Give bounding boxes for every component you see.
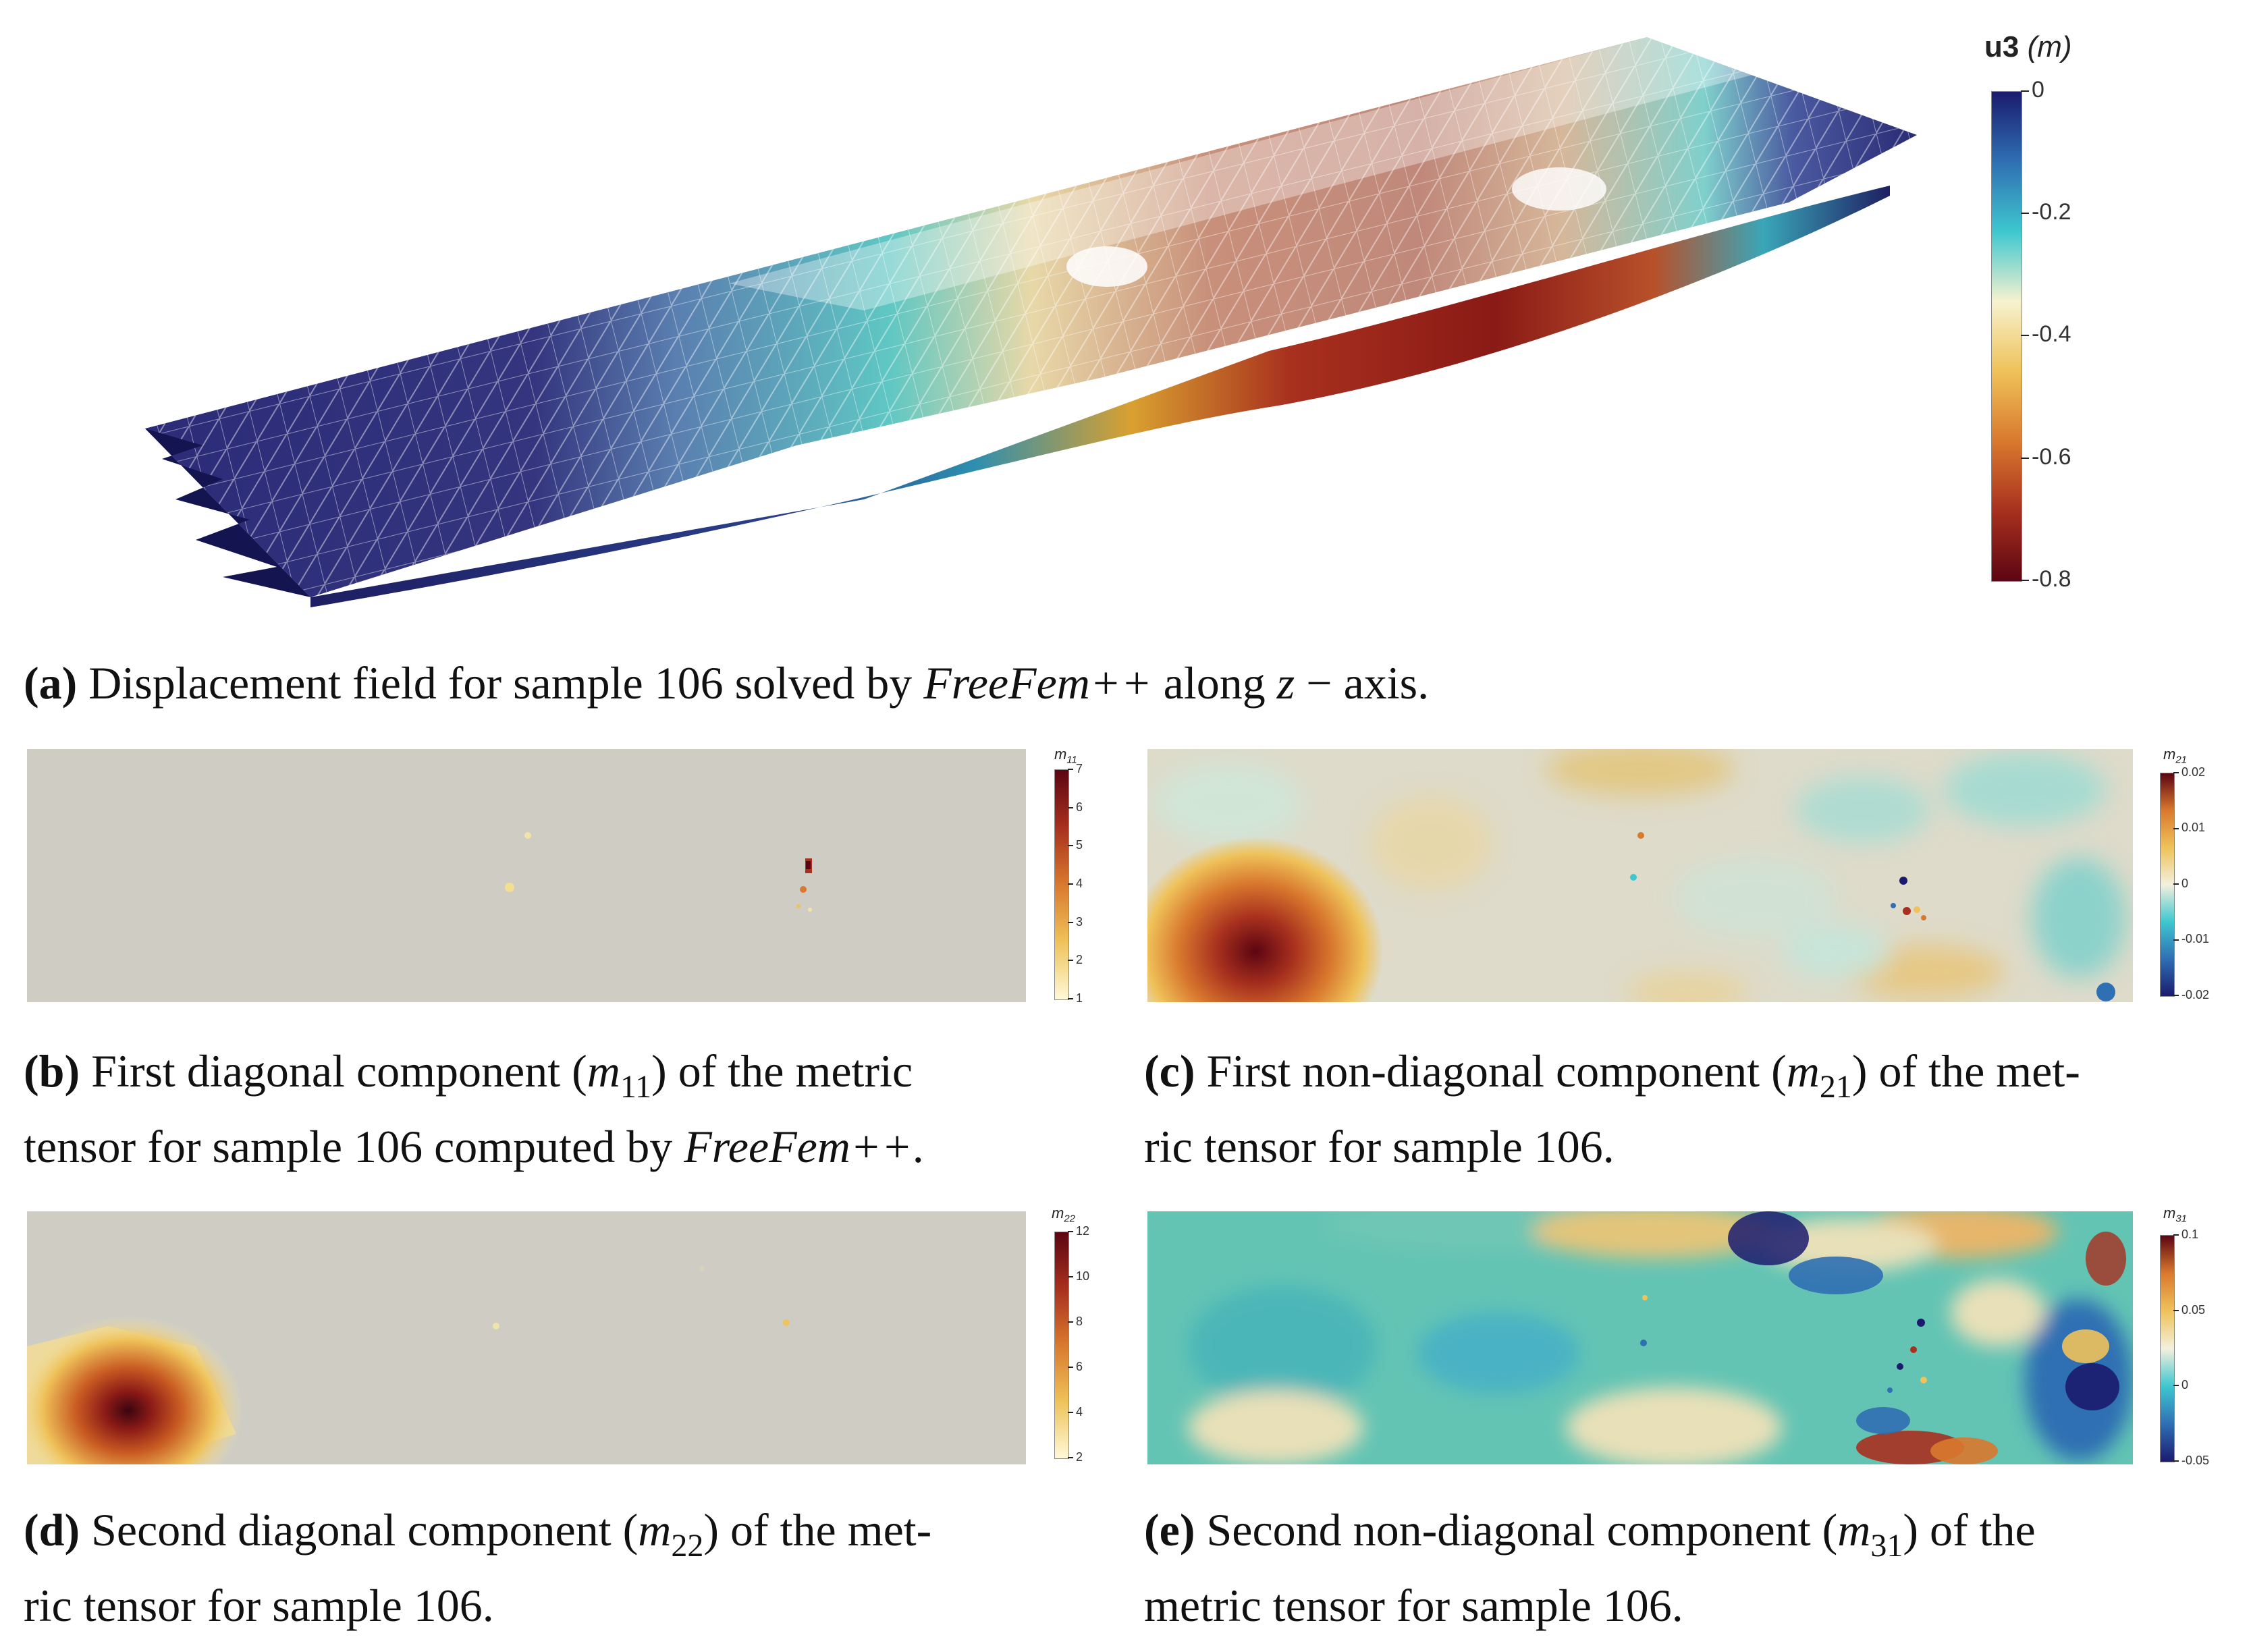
m11-colorbar-title: m11	[1054, 746, 1077, 766]
caption-e: (e) Second non-diagonal component (m31) …	[1144, 1504, 2036, 1631]
colorbar-tick-label: 10	[1068, 1269, 1089, 1284]
m21-colorbar-title: m21	[2163, 746, 2188, 766]
m21-colorbar	[2160, 773, 2175, 997]
colorbar-tick-label: 0.01	[2173, 821, 2205, 835]
colorbar-tick-label: -0.05	[2173, 1454, 2209, 1468]
colorbar-tick-label: 0.1	[2173, 1228, 2198, 1242]
m22-colorbar-title: m22	[1052, 1205, 1076, 1225]
colorbar-tick-label: 7	[1068, 762, 1083, 776]
colorbar-tick-label: 0	[2173, 1378, 2188, 1392]
caption-a: (a) Displacement field for sample 106 so…	[24, 657, 1430, 709]
m22-field-plot	[27, 1211, 1026, 1464]
caption-d: (d) Second diagonal component (m22) of t…	[24, 1504, 932, 1631]
colorbar-tick-label: 6	[1068, 1360, 1083, 1374]
colorbar-tick-label: 2	[1068, 953, 1083, 967]
u3-colorbar	[1991, 91, 2022, 582]
colorbar-tick-label: 6	[1068, 800, 1083, 815]
m11-colorbar	[1054, 769, 1069, 1000]
colorbar-tick-label: 3	[1068, 915, 1083, 929]
colorbar-tick-label: 4	[1068, 877, 1083, 891]
displacement-plate-render	[145, 37, 1917, 607]
colorbar-tick-label: 5	[1068, 838, 1083, 852]
m31-colorbar-title: m31	[2163, 1205, 2188, 1225]
colorbar-tick-label: -0.6	[2021, 444, 2071, 470]
m31-colorbar-ticks: 0.1 0.05 0 -0.05	[2173, 1228, 2227, 1467]
u3-colorbar-ticks: 0 -0.2 -0.4 -0.6 -0.8	[2021, 77, 2102, 592]
u3-colorbar-title: u3 (m)	[1984, 30, 2072, 63]
colorbar-tick-label: 8	[1068, 1315, 1083, 1329]
m21-field-plot	[1147, 749, 2133, 1002]
caption-c: (c) First non-diagonal component (m21) o…	[1144, 1045, 2080, 1172]
colorbar-tick-label: -0.4	[2021, 321, 2071, 348]
colorbar-tick-label: -0.01	[2173, 932, 2209, 946]
m31-field-plot	[1147, 1211, 2133, 1464]
colorbar-tick-label: -0.2	[2021, 199, 2071, 225]
colorbar-tick-label: 0.02	[2173, 765, 2205, 779]
colorbar-tick-label: 0.05	[2173, 1303, 2205, 1317]
colorbar-tick-label: -0.02	[2173, 988, 2209, 1002]
colorbar-tick-label: 0	[2021, 77, 2044, 103]
m22-colorbar-ticks: 12 10 8 6 4 2	[1068, 1224, 1108, 1464]
m21-colorbar-ticks: 0.02 0.01 0 -0.01 -0.02	[2173, 765, 2227, 1001]
colorbar-tick-label: 4	[1068, 1405, 1083, 1419]
colorbar-tick-label: 2	[1068, 1450, 1083, 1464]
m31-colorbar	[2160, 1235, 2175, 1462]
m11-field-plot	[27, 749, 1026, 1002]
m11-colorbar-ticks: 7 6 5 4 3 2 1	[1068, 762, 1108, 1005]
colorbar-tick-label: 1	[1068, 991, 1083, 1006]
colorbar-tick-label: -0.8	[2021, 566, 2071, 593]
m22-colorbar	[1054, 1232, 1069, 1459]
caption-b: (b) First diagonal component (m11) of th…	[24, 1045, 924, 1172]
colorbar-tick-label: 0	[2173, 877, 2188, 891]
colorbar-tick-label: 12	[1068, 1224, 1089, 1238]
